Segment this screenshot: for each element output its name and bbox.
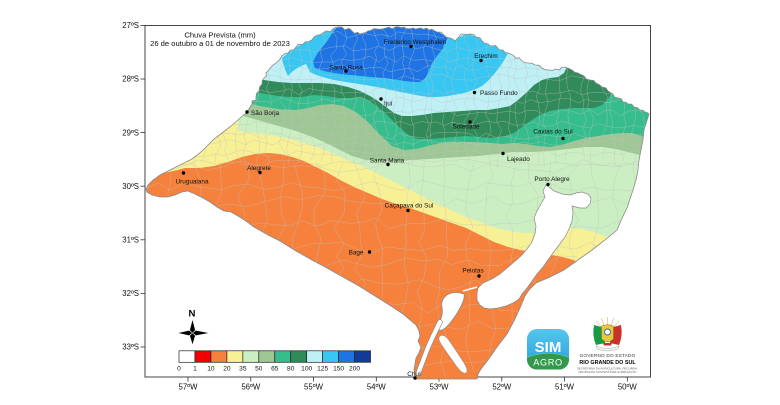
svg-text:RIO GRANDE DO SUL: RIO GRANDE DO SUL xyxy=(579,360,636,366)
svg-text:Ijuí: Ijuí xyxy=(384,101,393,108)
svg-text:125: 125 xyxy=(317,366,328,373)
svg-text:30ºS: 30ºS xyxy=(122,182,139,191)
svg-text:Frederico Westphalen: Frederico Westphalen xyxy=(384,39,447,46)
svg-text:54ºW: 54ºW xyxy=(367,383,387,392)
svg-text:80: 80 xyxy=(287,366,295,373)
svg-text:57ºW: 57ºW xyxy=(179,383,199,392)
svg-text:Santa Rosa: Santa Rosa xyxy=(329,65,363,72)
svg-text:100: 100 xyxy=(301,366,312,373)
svg-text:1: 1 xyxy=(193,366,197,373)
svg-text:Porto Alegre: Porto Alegre xyxy=(534,176,570,183)
svg-text:50: 50 xyxy=(255,366,263,373)
svg-text:Soledade: Soledade xyxy=(452,124,479,131)
svg-text:27ºS: 27ºS xyxy=(122,21,139,30)
svg-text:Lajeado: Lajeado xyxy=(507,156,530,163)
svg-text:53ºW: 53ºW xyxy=(430,383,450,392)
svg-text:Uruguaiana: Uruguaiana xyxy=(175,179,208,186)
svg-text:35: 35 xyxy=(239,366,247,373)
svg-text:Bagé: Bagé xyxy=(349,250,364,257)
svg-text:52ºW: 52ºW xyxy=(492,383,512,392)
svg-text:Santa Maria: Santa Maria xyxy=(370,158,405,165)
svg-text:150: 150 xyxy=(333,366,344,373)
svg-text:55ºW: 55ºW xyxy=(304,383,324,392)
svg-text:Chuí: Chuí xyxy=(407,371,421,378)
svg-text:33ºS: 33ºS xyxy=(122,343,139,352)
svg-text:SECRETARIA DA AGRICULTURA, PEC: SECRETARIA DA AGRICULTURA, PECUÁRIA, xyxy=(577,367,638,371)
svg-text:Caxias do Sul: Caxias do Sul xyxy=(533,129,572,136)
svg-text:26 de outubro a 01 de novembro: 26 de outubro a 01 de novembro de 2023 xyxy=(150,39,290,48)
svg-text:Erechim: Erechim xyxy=(474,53,497,60)
svg-text:31ºS: 31ºS xyxy=(122,236,139,245)
svg-text:32ºS: 32ºS xyxy=(122,289,139,298)
svg-text:20: 20 xyxy=(223,366,231,373)
svg-text:65: 65 xyxy=(271,366,279,373)
svg-text:28ºS: 28ºS xyxy=(122,75,139,84)
svg-text:200: 200 xyxy=(349,366,360,373)
svg-text:0: 0 xyxy=(177,366,181,373)
svg-text:AGRO: AGRO xyxy=(533,358,562,368)
svg-text:10: 10 xyxy=(207,366,215,373)
svg-text:50ºW: 50ºW xyxy=(618,383,638,392)
svg-text:Caçapava do Sul: Caçapava do Sul xyxy=(385,203,434,210)
svg-text:51ºW: 51ºW xyxy=(555,383,575,392)
svg-text:29ºS: 29ºS xyxy=(122,128,139,137)
svg-text:São Borja: São Borja xyxy=(251,110,280,117)
svg-text:N: N xyxy=(189,309,196,320)
svg-text:SIM: SIM xyxy=(535,339,562,356)
svg-text:Alegrete: Alegrete xyxy=(247,165,271,172)
svg-text:GOVERNO DO ESTADO: GOVERNO DO ESTADO xyxy=(580,353,636,358)
svg-text:PRODUÇÃO SUSTENTÁVEL E IRRIGAÇ: PRODUÇÃO SUSTENTÁVEL E IRRIGAÇÃO xyxy=(578,369,637,374)
svg-text:Chuva Prevista (mm): Chuva Prevista (mm) xyxy=(184,31,256,40)
svg-text:Passo Fundo: Passo Fundo xyxy=(480,90,518,97)
svg-text:Pelotas: Pelotas xyxy=(462,268,483,275)
svg-text:56ºW: 56ºW xyxy=(241,383,261,392)
